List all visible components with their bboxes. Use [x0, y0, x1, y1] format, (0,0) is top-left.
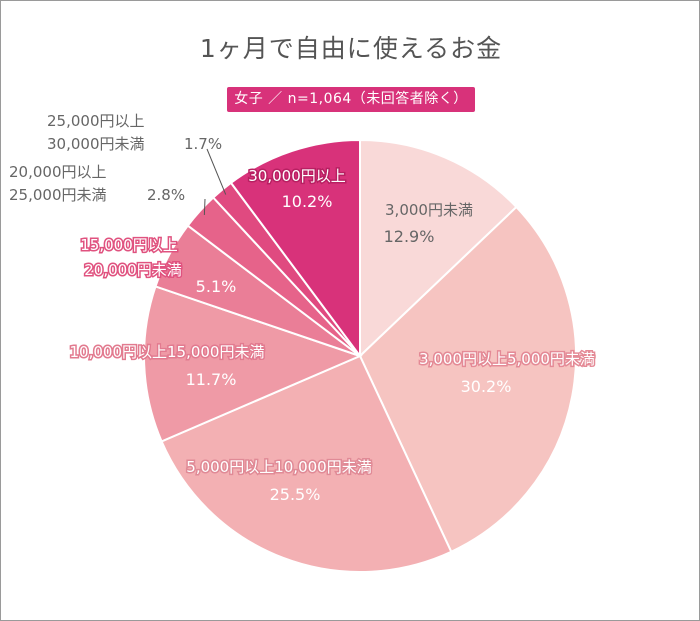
- slice-label-25000-30000-line1: 25,000円以上: [47, 112, 145, 130]
- pie-slice-10000-15000: [143, 285, 363, 443]
- leader-lines: [203, 148, 227, 216]
- slice-percent-3000-5000: 30.2%: [461, 377, 512, 396]
- slice-label-lt-3000: 3,000円未満: [385, 201, 473, 219]
- leader-line-25000-30000: [206, 148, 227, 195]
- pie-slice-3000-5000: [358, 205, 577, 554]
- pie-slice-lt-3000: [359, 138, 518, 359]
- slice-label-10000-15000: 10,000円以上15,000円未満: [70, 343, 265, 361]
- pie-slice-gte-30000: [229, 138, 361, 360]
- slice-percent-lt-3000: 12.9%: [384, 227, 435, 246]
- chart-subtitle-badge: 女子 ／ n=1,064（未回答者除く）: [227, 87, 475, 112]
- slice-label-gte-30000: 30,000円以上: [248, 167, 346, 185]
- slice-label-5000-10000: 5,000円以上10,000円未満: [186, 458, 371, 476]
- slice-label-15000-20000-line2: 20,000円未満: [84, 261, 182, 279]
- slice-percent-20000-25000: 2.8%: [147, 186, 185, 204]
- slice-label-25000-30000-line2: 30,000円未満: [47, 135, 145, 153]
- slice-label-20000-25000-line1: 20,000円以上: [9, 163, 107, 181]
- slice-percent-25000-30000: 1.7%: [184, 135, 222, 153]
- slice-percent-15000-20000: 5.1%: [196, 277, 237, 296]
- slice-label-3000-5000: 3,000円以上5,000円未満: [419, 350, 595, 368]
- slice-percent-gte-30000: 10.2%: [282, 192, 333, 211]
- slice-percent-10000-15000: 11.7%: [186, 370, 237, 389]
- pie-slices: [143, 138, 577, 573]
- chart-title: 1ヶ月で自由に使えるお金: [199, 34, 503, 63]
- pie-slice-5000-10000: [160, 354, 453, 573]
- leader-line-20000-25000: [203, 198, 206, 216]
- slice-label-15000-20000-line1: 15,000円以上: [80, 236, 178, 254]
- slice-label-20000-25000-line2: 25,000円未満: [9, 186, 107, 204]
- slice-percent-5000-10000: 25.5%: [270, 485, 321, 504]
- pie-labels: 3,000円未満 12.9% 3,000円以上5,000円未満 30.2% 5,…: [9, 112, 596, 504]
